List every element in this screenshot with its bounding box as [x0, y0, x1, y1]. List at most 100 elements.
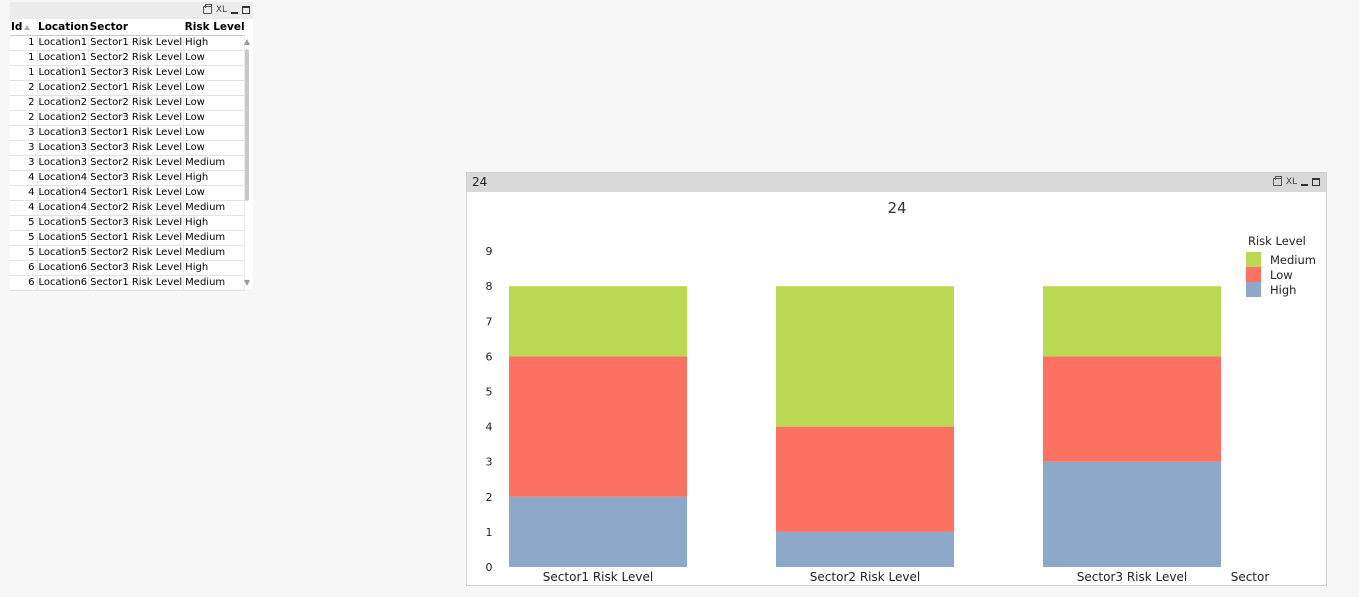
chart-caption-bar: 24 XL	[467, 173, 1326, 192]
scroll-down-icon[interactable]: ▼	[243, 278, 251, 287]
cell-id: 6	[10, 275, 38, 291]
cell-risk-level: Medium	[183, 275, 246, 291]
maximize-icon[interactable]	[242, 6, 250, 14]
cell-location: Location2	[37, 80, 90, 96]
table-row[interactable]: 5 Location5 Sector1 Risk Level Medium	[10, 230, 246, 246]
cell-location: Location1	[37, 35, 90, 51]
cell-risk-level: Medium	[183, 245, 246, 261]
y-tick-label: 5	[486, 386, 493, 399]
cell-location: Location6	[37, 260, 90, 276]
chart-box: 24 XL 24 0 1 2 3 4 5 6 7 8 9 Sector1 Risk Level Sect…	[466, 172, 1327, 586]
table-row[interactable]: 1 Location1 Sector3 Risk Level Low	[10, 65, 246, 81]
cell-location: Location5	[37, 215, 90, 231]
cell-location: Location2	[37, 95, 90, 111]
legend-swatch	[1246, 252, 1261, 267]
x-tick-label: Sector1 Risk Level	[543, 570, 653, 584]
cell-sector: Sector2 Risk Level	[88, 200, 185, 216]
table-row[interactable]: 2 Location2 Sector1 Risk Level Low	[10, 80, 246, 96]
cell-sector: Sector3 Risk Level	[88, 260, 185, 276]
cell-risk-level: Low	[183, 65, 246, 81]
table-row[interactable]: 5 Location5 Sector2 Risk Level Medium	[10, 245, 246, 261]
chart-caption-title: 24	[472, 175, 488, 189]
cell-id: 2	[10, 95, 38, 111]
x-tick-label: Sector3 Risk Level	[1077, 570, 1187, 584]
scroll-up-icon[interactable]: ▲	[243, 37, 251, 46]
table-row[interactable]: 3 Location3 Sector1 Risk Level Low	[10, 125, 246, 141]
legend-title: Risk Level	[1248, 234, 1306, 248]
bar-low	[1043, 356, 1221, 462]
stacked-bar-chart: 24 0 1 2 3 4 5 6 7 8 9 Sector1 Risk Level Sector2 Ri…	[486, 199, 1316, 584]
table-row[interactable]: 1 Location1 Sector1 Risk Level High	[10, 35, 246, 51]
table-row[interactable]: 1 Location1 Sector2 Risk Level Low	[10, 50, 246, 66]
header-risk-level[interactable]: Risk Level	[183, 19, 245, 36]
bar-medium	[509, 286, 687, 357]
bar-high	[776, 531, 954, 567]
minimize-icon[interactable]	[231, 12, 238, 14]
table-row[interactable]: 4 Location4 Sector2 Risk Level Medium	[10, 200, 246, 216]
y-tick-label: 6	[486, 350, 493, 363]
cell-sector: Sector2 Risk Level	[88, 245, 185, 261]
bar-medium	[1043, 286, 1221, 357]
scroll-thumb[interactable]	[245, 49, 249, 201]
bar-high	[509, 496, 687, 567]
sort-ascending-icon[interactable]	[24, 24, 31, 30]
cell-location: Location1	[37, 50, 90, 66]
legend-label: Low	[1270, 268, 1293, 282]
table-row[interactable]: 5 Location5 Sector3 Risk Level High	[10, 215, 246, 231]
cell-risk-level: Medium	[183, 155, 246, 171]
cell-sector: Sector3 Risk Level	[88, 170, 185, 186]
table-row[interactable]: 3 Location3 Sector2 Risk Level Medium	[10, 155, 246, 171]
legend-swatch	[1246, 282, 1261, 297]
maximize-icon[interactable]	[1312, 178, 1320, 186]
table-row[interactable]: 4 Location4 Sector3 Risk Level High	[10, 170, 246, 186]
table-row[interactable]: 2 Location2 Sector2 Risk Level Low	[10, 95, 246, 111]
chart-title: 24	[887, 199, 906, 217]
legend-label: Medium	[1270, 253, 1316, 267]
cell-sector: Sector1 Risk Level	[88, 80, 185, 96]
cell-location: Location4	[37, 170, 90, 186]
y-tick-label: 0	[486, 561, 493, 574]
cell-sector: Sector2 Risk Level	[88, 95, 185, 111]
minimize-icon[interactable]	[1301, 184, 1308, 186]
cell-risk-level: Low	[183, 110, 246, 126]
cell-sector: Sector3 Risk Level	[88, 215, 185, 231]
cell-sector: Sector3 Risk Level	[88, 110, 185, 126]
cell-id: 5	[10, 230, 38, 246]
cell-location: Location5	[37, 245, 90, 261]
cell-id: 4	[10, 185, 38, 201]
cell-id: 3	[10, 125, 38, 141]
cell-risk-level: High	[183, 170, 246, 186]
xl-export-icon[interactable]: XL	[1285, 177, 1297, 187]
bar-low	[509, 356, 687, 497]
cell-sector: Sector2 Risk Level	[88, 50, 185, 66]
cell-id: 5	[10, 215, 38, 231]
print-icon[interactable]	[202, 4, 212, 14]
header-id[interactable]: Id	[10, 19, 37, 36]
cell-location: Location4	[37, 185, 90, 201]
table-row[interactable]: 2 Location2 Sector3 Risk Level Low	[10, 110, 246, 126]
y-tick-label: 9	[486, 245, 493, 258]
table-scrollbar[interactable]: ▲ ▼	[242, 37, 252, 288]
table-row[interactable]: 4 Location4 Sector1 Risk Level Low	[10, 185, 246, 201]
table-header-row: Id Location Sector Risk Level	[10, 19, 245, 36]
x-tick-label: Sector2 Risk Level	[810, 570, 920, 584]
cell-risk-level: Low	[183, 140, 246, 156]
cell-sector: Sector3 Risk Level	[88, 65, 185, 81]
table-row[interactable]: 6 Location6 Sector1 Risk Level Medium	[10, 275, 246, 291]
cell-location: Location2	[37, 110, 90, 126]
cell-sector: Sector1 Risk Level	[88, 275, 185, 291]
cell-location: Location3	[37, 155, 90, 171]
header-sector[interactable]: Sector	[88, 19, 184, 36]
print-icon[interactable]	[1272, 176, 1282, 186]
cell-id: 2	[10, 110, 38, 126]
xl-export-icon[interactable]: XL	[215, 5, 227, 15]
cell-id: 1	[10, 35, 38, 51]
cell-id: 4	[10, 170, 38, 186]
legend-swatch	[1246, 267, 1261, 282]
cell-id: 2	[10, 80, 38, 96]
cell-id: 3	[10, 155, 38, 171]
cell-sector: Sector1 Risk Level	[88, 125, 185, 141]
header-location[interactable]: Location	[37, 19, 89, 36]
table-row[interactable]: 3 Location3 Sector3 Risk Level Low	[10, 140, 246, 156]
table-row[interactable]: 6 Location6 Sector3 Risk Level High	[10, 260, 246, 276]
